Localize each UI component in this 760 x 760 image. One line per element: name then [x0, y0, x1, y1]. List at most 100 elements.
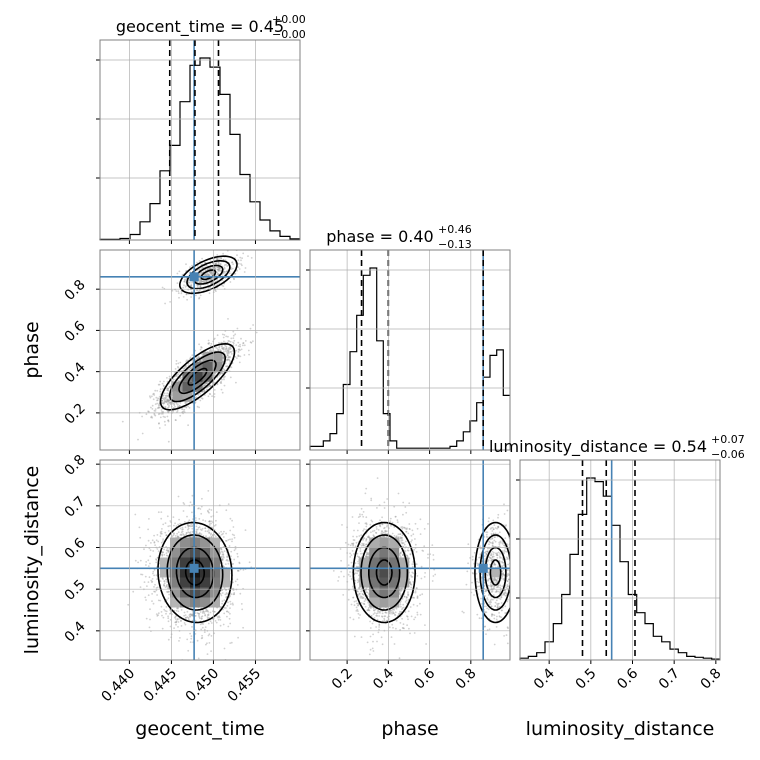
scatter-point — [207, 490, 210, 492]
scatter-point — [216, 258, 219, 261]
scatter-point — [166, 591, 169, 593]
scatter-point — [216, 266, 218, 268]
scatter-point — [159, 531, 162, 534]
scatter-point — [223, 270, 226, 273]
scatter-point — [179, 402, 182, 404]
scatter-point — [218, 342, 220, 344]
scatter-point — [190, 367, 193, 370]
scatter-point — [198, 297, 200, 300]
scatter-point — [158, 422, 160, 425]
scatter-point — [182, 502, 185, 504]
scatter-point — [150, 406, 152, 409]
scatter-point — [195, 528, 198, 531]
scatter-point — [223, 607, 226, 609]
scatter-point — [160, 532, 163, 535]
scatter-point — [147, 581, 150, 583]
scatter-point — [236, 327, 239, 330]
scatter-point — [236, 578, 239, 581]
scatter-point — [163, 397, 166, 400]
scatter-point — [166, 403, 169, 405]
scatter-point — [209, 384, 211, 386]
scatter-point — [203, 261, 206, 264]
scatter-point — [205, 274, 208, 276]
scatter-point — [156, 594, 159, 596]
scatter-point — [164, 610, 167, 612]
scatter-point — [206, 609, 209, 612]
scatter-point — [229, 346, 232, 349]
scatter-point — [186, 369, 189, 372]
scatter-point — [213, 395, 216, 398]
scatter-point — [152, 393, 155, 395]
scatter-point — [239, 256, 242, 259]
scatter-point — [217, 263, 220, 266]
scatter-point — [232, 263, 235, 266]
scatter-point — [235, 381, 237, 384]
scatter-point — [211, 277, 213, 280]
scatter-point — [196, 532, 198, 534]
scatter-point — [152, 602, 155, 605]
scatter-point — [157, 599, 160, 602]
scatter-point — [183, 280, 186, 283]
scatter-point — [156, 407, 159, 409]
scatter-point — [156, 399, 159, 402]
scatter-point — [229, 600, 232, 603]
scatter-point — [231, 540, 233, 543]
scatter-point — [194, 615, 197, 617]
scatter-point — [164, 522, 167, 524]
scatter-point — [198, 343, 201, 346]
scatter-point — [201, 280, 203, 283]
scatter-point — [222, 532, 224, 535]
scatter-point — [187, 362, 190, 365]
scatter-point — [147, 539, 150, 542]
scatter-point — [230, 350, 232, 353]
scatter-point — [175, 402, 178, 405]
scatter-point — [187, 424, 190, 427]
scatter-point — [194, 401, 197, 404]
scatter-point — [160, 412, 163, 415]
scatter-point — [185, 293, 188, 296]
scatter-point — [180, 620, 182, 622]
scatter-point — [210, 271, 213, 274]
scatter-point — [164, 406, 167, 408]
scatter-point — [230, 337, 233, 340]
scatter-point — [244, 340, 247, 342]
scatter-point — [225, 592, 228, 594]
scatter-point — [229, 356, 231, 359]
scatter-point — [199, 623, 202, 626]
scatter-point — [230, 555, 232, 558]
scatter-point — [209, 272, 212, 274]
scatter-point — [167, 399, 169, 402]
scatter-point — [219, 551, 222, 554]
scatter-point — [216, 254, 219, 256]
scatter-point — [213, 371, 216, 374]
scatter-point — [186, 523, 189, 526]
scatter-point — [177, 621, 180, 623]
scatter-point — [187, 281, 190, 284]
scatter-point — [199, 279, 202, 282]
scatter-point — [208, 642, 211, 644]
scatter-point — [196, 261, 198, 264]
scatter-point — [190, 523, 193, 526]
scatter-point — [219, 267, 222, 270]
scatter-point — [210, 532, 213, 535]
scatter-point — [155, 589, 158, 592]
scatter-point — [176, 272, 179, 275]
scatter-point — [196, 612, 199, 614]
scatter-point — [151, 416, 154, 419]
scatter-point — [190, 635, 193, 638]
scatter-point — [201, 612, 204, 614]
scatter-point — [198, 518, 201, 520]
contour-line — [159, 342, 236, 411]
scatter-point — [235, 349, 238, 352]
scatter-point — [201, 615, 204, 618]
scatter-point — [247, 349, 250, 352]
scatter-point — [151, 539, 154, 542]
contour-line — [178, 359, 217, 395]
scatter-point — [181, 530, 184, 533]
scatter-point — [174, 616, 176, 619]
scatter-point — [228, 272, 231, 274]
scatter-point — [225, 345, 228, 348]
scatter-point — [155, 539, 158, 542]
scatter-point — [213, 350, 216, 352]
scatter-point — [223, 566, 226, 568]
